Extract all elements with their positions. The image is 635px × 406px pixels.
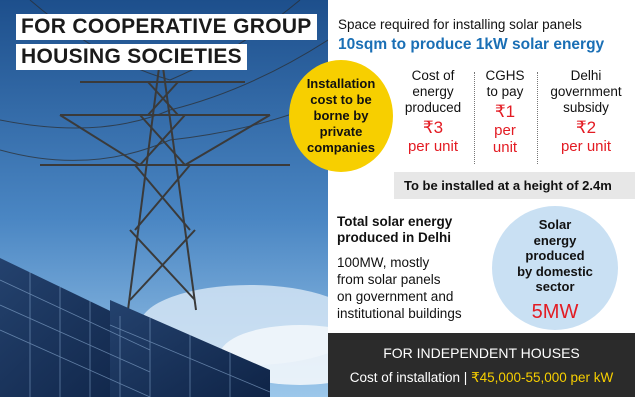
height-note: To be installed at a height of 2.4m bbox=[404, 178, 612, 193]
domestic-sector-badge: Solar energy produced by domestic sector… bbox=[492, 206, 618, 330]
cost-label-2: energy bbox=[412, 84, 454, 99]
domestic-label-3: produced bbox=[525, 248, 585, 263]
subsidy-label-2: government bbox=[550, 84, 622, 99]
column-divider bbox=[474, 72, 475, 164]
total-body-line-4: institutional buildings bbox=[337, 306, 462, 321]
subsidy-label-3: subsidy bbox=[563, 100, 609, 115]
total-body-line-2: from solar panels bbox=[337, 272, 441, 287]
cost-label-1: Cost of bbox=[411, 68, 455, 83]
subsidy-column: Delhi government subsidy ₹2 per unit bbox=[540, 68, 632, 155]
page-title: FOR COOPERATIVE GROUP HOUSING SOCIETIES bbox=[16, 14, 317, 74]
domestic-label: Solar energy produced by domestic sector bbox=[514, 217, 596, 295]
total-title-line-2: produced in Delhi bbox=[337, 230, 452, 245]
subsidy-label-1: Delhi bbox=[570, 68, 602, 83]
cost-of-energy-column: Cost of energy produced ₹3 per unit bbox=[398, 68, 468, 155]
footer-cost-line: Cost of installation | ₹45,000-55,000 pe… bbox=[328, 370, 635, 386]
title-line-1: FOR COOPERATIVE GROUP bbox=[16, 14, 317, 40]
cghs-label-2: to pay bbox=[486, 84, 524, 99]
domestic-label-2: energy bbox=[533, 232, 577, 248]
column-divider bbox=[537, 72, 538, 164]
total-body-line-1: 100MW, mostly bbox=[337, 255, 430, 270]
cghs-unit-2: unit bbox=[492, 139, 518, 156]
total-solar-title: Total solar energy produced in Delhi bbox=[337, 214, 452, 246]
total-title-line-1: Total solar energy bbox=[337, 214, 453, 229]
cghs-unit-1: per bbox=[494, 122, 516, 139]
independent-houses-footer: FOR INDEPENDENT HOUSES Cost of installat… bbox=[328, 333, 635, 397]
total-body-line-3: on government and bbox=[337, 289, 454, 304]
footer-cost-value: ₹45,000-55,000 per kW bbox=[471, 370, 614, 385]
bottom-margin bbox=[0, 397, 635, 406]
subsidy-unit: per unit bbox=[560, 138, 612, 155]
cghs-value: ₹1 bbox=[494, 102, 516, 121]
space-required-label: Space required for installing solar pane… bbox=[338, 17, 582, 32]
footer-cost-label: Cost of installation | bbox=[349, 370, 472, 385]
cghs-label-1: CGHS bbox=[485, 68, 525, 83]
domestic-value: 5MW bbox=[531, 301, 579, 323]
cghs-column: CGHS to pay ₹1 per unit bbox=[477, 68, 533, 156]
total-solar-body: 100MW, mostly from solar panels on gover… bbox=[337, 254, 485, 322]
height-band: To be installed at a height of 2.4m bbox=[394, 172, 635, 199]
footer-heading: FOR INDEPENDENT HOUSES bbox=[383, 345, 580, 361]
domestic-label-5: sector bbox=[535, 279, 575, 294]
cost-unit: per unit bbox=[407, 138, 459, 155]
cost-value: ₹3 bbox=[422, 118, 444, 137]
subsidy-value: ₹2 bbox=[575, 118, 597, 137]
title-line-2: HOUSING SOCIETIES bbox=[16, 44, 247, 70]
domestic-label-4: by domestic bbox=[517, 263, 593, 279]
domestic-label-1: Solar bbox=[538, 217, 572, 232]
cost-label-3: produced bbox=[404, 100, 462, 115]
space-required-value: 10sqm to produce 1kW solar energy bbox=[338, 36, 605, 53]
installation-cost-text: Installation cost to be borne by private… bbox=[306, 76, 376, 155]
installation-cost-badge: Installation cost to be borne by private… bbox=[289, 60, 393, 172]
